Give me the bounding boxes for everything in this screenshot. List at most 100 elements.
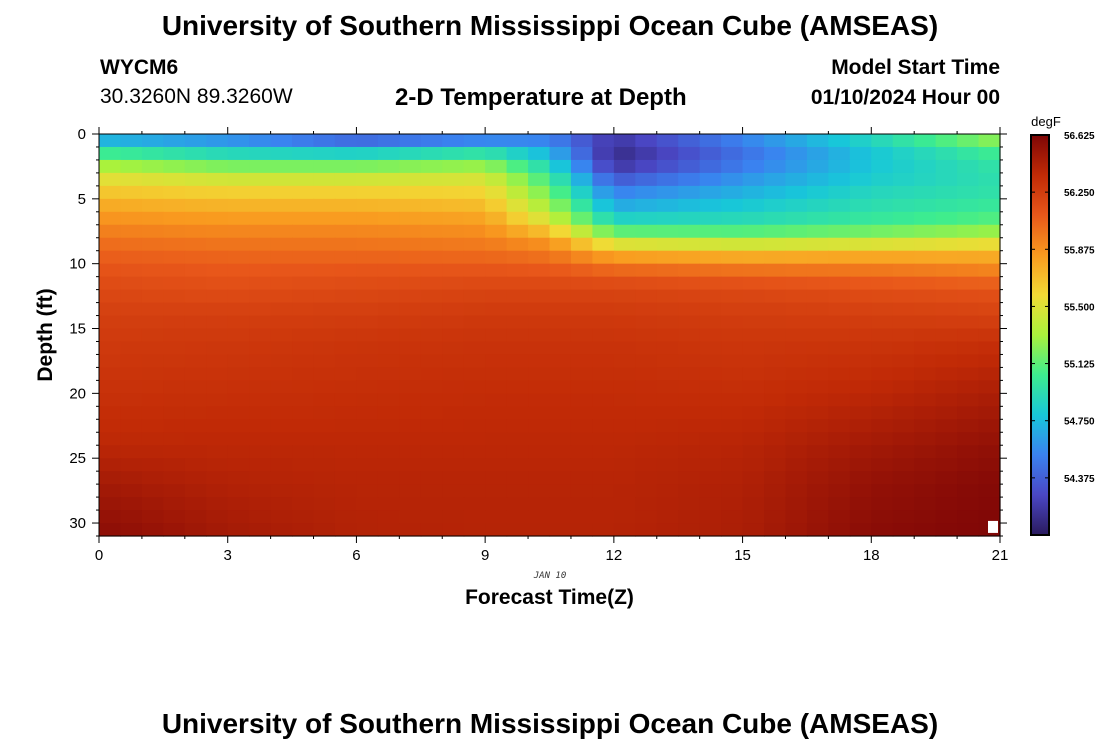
heatmap-cell <box>592 250 615 265</box>
heatmap-cell <box>249 185 272 200</box>
heatmap-cell <box>549 250 572 265</box>
heatmap-cell <box>99 302 122 317</box>
heatmap-cell <box>935 289 958 304</box>
heatmap-cell <box>828 146 851 161</box>
heatmap-cell <box>99 172 122 187</box>
heatmap-cell <box>613 367 636 381</box>
heatmap-cell <box>292 406 315 420</box>
heatmap-cell <box>978 484 1001 498</box>
heatmap-cell <box>806 185 829 200</box>
heatmap-cell <box>592 134 615 148</box>
heatmap-cell <box>227 172 250 187</box>
heatmap-cell <box>528 146 551 161</box>
heatmap-cell <box>485 276 508 291</box>
heatmap-cell <box>270 341 293 356</box>
heatmap-cell <box>764 315 787 330</box>
heatmap-cell <box>635 198 658 213</box>
heatmap-cell <box>785 237 808 252</box>
heatmap-cell <box>356 276 379 291</box>
heatmap-cell <box>806 510 829 524</box>
heatmap-cell <box>99 263 122 278</box>
heatmap-cell <box>206 497 229 511</box>
heatmap-cell <box>313 172 336 187</box>
heatmap-cell <box>163 497 186 511</box>
heatmap-cell <box>249 289 272 304</box>
heatmap-cell <box>485 159 508 174</box>
heatmap-cell <box>785 134 808 148</box>
heatmap-cell <box>356 393 379 407</box>
heatmap-cell <box>506 523 529 537</box>
heatmap-cell <box>978 302 1001 317</box>
heatmap-cell <box>528 237 551 252</box>
heatmap-cell <box>785 276 808 291</box>
heatmap-cell <box>442 458 465 472</box>
heatmap-cell <box>699 302 722 317</box>
heatmap-cell <box>356 172 379 187</box>
heatmap-cell <box>442 354 465 369</box>
heatmap-cell <box>506 146 529 161</box>
heatmap-cell <box>613 458 636 472</box>
heatmap-cell <box>785 341 808 356</box>
heatmap-cell <box>120 146 143 161</box>
heatmap-cell <box>99 458 122 472</box>
heatmap-cell <box>485 198 508 213</box>
heatmap-cell <box>871 263 894 278</box>
heatmap-cell <box>184 445 207 459</box>
heatmap-cell <box>206 432 229 446</box>
heatmap-cell <box>828 445 851 459</box>
x-tick-label: 18 <box>863 547 880 564</box>
heatmap-cell <box>549 484 572 498</box>
heatmap-cell <box>206 185 229 200</box>
heatmap-cell <box>313 510 336 524</box>
heatmap-cell <box>871 523 894 537</box>
heatmap-cell <box>570 276 593 291</box>
heatmap-cell <box>892 354 915 369</box>
heatmap-cell <box>292 458 315 472</box>
heatmap-cell <box>635 471 658 485</box>
heatmap-cell <box>570 302 593 317</box>
heatmap-cell <box>506 419 529 433</box>
heatmap-cell <box>184 510 207 524</box>
heatmap-cell <box>227 471 250 485</box>
heatmap-cell <box>485 146 508 161</box>
heatmap-cell <box>141 172 164 187</box>
heatmap-cell <box>721 134 744 148</box>
heatmap-cell <box>785 367 808 381</box>
heatmap-cell <box>742 354 765 369</box>
heatmap-cell <box>613 198 636 213</box>
heatmap-cell <box>528 276 551 291</box>
heatmap-cell <box>549 172 572 187</box>
heatmap-cell <box>592 341 615 356</box>
heatmap-cell <box>592 497 615 511</box>
heatmap-cell <box>871 510 894 524</box>
heatmap-cell <box>334 510 358 524</box>
heatmap-cell <box>742 432 765 446</box>
heatmap-cell <box>678 406 701 420</box>
heatmap-cell <box>613 393 636 407</box>
heatmap-cell <box>742 393 765 407</box>
heatmap-cell <box>570 172 593 187</box>
heatmap-cell <box>935 185 958 200</box>
heatmap-cell <box>506 250 529 265</box>
heatmap-cell <box>227 237 250 252</box>
heatmap-cell <box>399 354 422 369</box>
heatmap-cell <box>935 523 958 537</box>
heatmap-cell <box>485 432 508 446</box>
heatmap-cell <box>678 224 701 239</box>
heatmap-cell <box>635 510 658 524</box>
heatmap-cell <box>270 146 293 161</box>
heatmap-cell <box>377 159 400 174</box>
colorbar-tick-label: 56.250 <box>1064 188 1095 199</box>
heatmap-cell <box>613 497 636 511</box>
heatmap-cell <box>871 432 894 446</box>
heatmap-cell <box>506 497 529 511</box>
heatmap-cell <box>721 419 744 433</box>
heatmap-cell <box>399 523 422 537</box>
heatmap-cell <box>249 458 272 472</box>
heatmap-cell <box>828 380 851 394</box>
heatmap-cell <box>978 250 1001 265</box>
heatmap-cell <box>313 380 336 394</box>
heatmap-cell <box>334 211 358 226</box>
heatmap-cell <box>463 302 486 317</box>
heatmap-cell <box>699 263 722 278</box>
